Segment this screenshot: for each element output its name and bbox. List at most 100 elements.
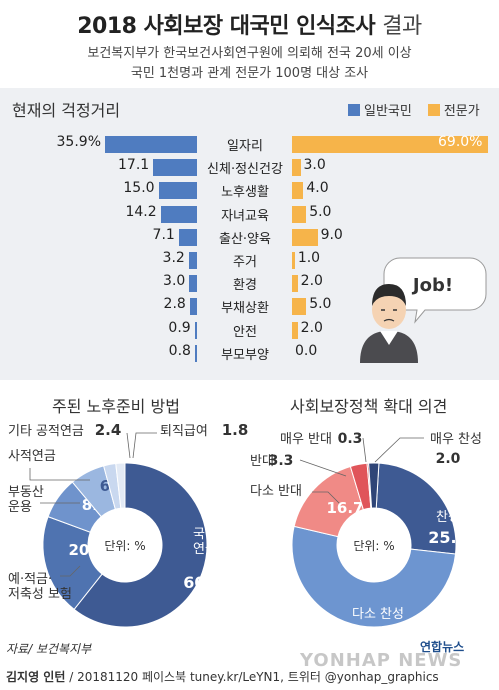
bar-general-label: 15.0 bbox=[123, 180, 155, 197]
worried-person-illustration: Job! bbox=[360, 257, 487, 363]
slice-name: 사적연금 bbox=[8, 449, 56, 464]
category-label: 일자리 bbox=[227, 139, 263, 154]
bar-general-label: 35.9% bbox=[56, 134, 101, 150]
bar-general bbox=[158, 182, 197, 200]
person-mouth bbox=[383, 318, 395, 322]
slice-value: 3.3 bbox=[269, 453, 294, 469]
leader-line bbox=[126, 432, 131, 459]
legend-swatch-general bbox=[348, 103, 360, 116]
title-suffix: 결과 bbox=[382, 14, 422, 39]
category-label: 노후생활 bbox=[221, 185, 269, 201]
footer-info: / 20181120 페이스북 tuney.kr/LeYN1, 트위터 @yon… bbox=[69, 670, 439, 684]
slice-value: 51.9 bbox=[358, 623, 397, 642]
slice-value: 60.7 bbox=[183, 573, 222, 592]
bar-expert-label: 5.0 bbox=[309, 203, 332, 220]
leader-line bbox=[362, 437, 367, 463]
bar-expert-label: 0.0 bbox=[295, 342, 318, 359]
slice-value: 0.3 bbox=[338, 431, 363, 447]
bar-expert-label: 4.0 bbox=[306, 180, 329, 197]
chart-legend: 일반국민 전문가 bbox=[348, 100, 480, 119]
bar-general-label: 2.8 bbox=[163, 296, 186, 313]
bar-expert-label: 3.0 bbox=[303, 157, 326, 174]
legend-swatch-expert bbox=[427, 103, 440, 116]
slice-value: 25.8 bbox=[428, 528, 467, 547]
slice-name: 국민 bbox=[193, 527, 217, 542]
slice-name: 예·적금· bbox=[8, 572, 52, 587]
slice-name: 저축성 보험 bbox=[8, 587, 72, 602]
retirement-prep-title: 주된 노후준비 방법 bbox=[52, 397, 180, 416]
slice-name: 다소 찬성 bbox=[352, 607, 404, 622]
person-hair bbox=[372, 284, 406, 306]
yonhap-logo-text: 연합뉴스 bbox=[420, 640, 465, 654]
footer-credit-line: 김지영 인턴 / 20181120 페이스북 tuney.kr/LeYN1, 트… bbox=[6, 668, 439, 685]
page-title: 2018 사회보장 대국민 인식조사 결과 bbox=[0, 8, 499, 40]
slice-value: 1.8 bbox=[222, 421, 249, 439]
bar-general-label: 14.2 bbox=[125, 203, 157, 220]
bar-general-label: 3.0 bbox=[163, 273, 186, 290]
slice-name: 연금 bbox=[193, 542, 217, 557]
person-body bbox=[360, 331, 418, 363]
slice-value: 16.7 bbox=[326, 499, 363, 517]
yonhap-logo: 연합뉴스 bbox=[420, 638, 464, 655]
bar-general bbox=[153, 159, 197, 177]
category-label: 안전 bbox=[233, 324, 257, 340]
speech-bubble-shape bbox=[383, 257, 487, 324]
category-label: 환경 bbox=[233, 278, 257, 294]
subtitle-line1: 보건복지부가 한국보건사회연구원에 의뢰해 전국 20세 이상 bbox=[87, 46, 412, 61]
leader-line bbox=[29, 468, 90, 481]
pie-slice bbox=[115, 462, 126, 509]
leader-line bbox=[60, 565, 81, 577]
title-main: 2018 사회보장 대국민 인식조사 bbox=[77, 14, 376, 39]
category-label: 주거 bbox=[233, 255, 257, 270]
bar-expert bbox=[292, 228, 318, 246]
slice-name: 기타 공적연금 bbox=[8, 424, 84, 439]
bar-expert-label: 2.0 bbox=[300, 319, 323, 336]
legend-expert: 전문가 bbox=[443, 104, 480, 119]
bar-expert bbox=[292, 252, 295, 269]
bar-expert bbox=[292, 159, 301, 177]
footer-credit: 김지영 인턴 bbox=[6, 670, 66, 684]
category-label: 자녀교육 bbox=[221, 208, 269, 224]
policy-opinion-title: 사회보장정책 확대 의견 bbox=[290, 397, 448, 416]
bar-general bbox=[189, 298, 197, 316]
legend-general: 일반국민 bbox=[364, 104, 412, 119]
bar-expert bbox=[292, 321, 298, 339]
worries-title: 현재의 걱정거리 bbox=[12, 101, 121, 120]
bar-expert-label: 9.0 bbox=[320, 226, 343, 243]
pie-slice bbox=[368, 462, 380, 509]
speech-bubble-text: Job! bbox=[411, 275, 453, 296]
leader-line bbox=[374, 437, 424, 463]
slice-value: 2.0 bbox=[436, 451, 461, 467]
leader-line bbox=[132, 432, 157, 459]
category-label: 부모부양 bbox=[221, 347, 269, 363]
slice-name: 매우 찬성 bbox=[430, 432, 482, 447]
bar-general-label: 3.2 bbox=[162, 250, 185, 266]
bar-expert bbox=[292, 205, 307, 223]
bar-general-label: 7.1 bbox=[152, 226, 175, 243]
bar-general bbox=[194, 344, 197, 362]
unit-label: 단위: % bbox=[353, 539, 394, 553]
leader-line bbox=[312, 491, 341, 505]
category-label: 출산·양육 bbox=[219, 231, 271, 247]
unit-label: 단위: % bbox=[104, 539, 145, 553]
pie-slice bbox=[375, 462, 457, 555]
bar-expert-label: 1.0 bbox=[297, 250, 321, 266]
bar-general-label: 0.8 bbox=[168, 342, 191, 359]
bar-general bbox=[178, 228, 197, 246]
bar-general bbox=[189, 275, 197, 293]
category-label: 신체·정신건강 bbox=[207, 162, 283, 178]
source-note: 자료/ 보건복지부 bbox=[6, 642, 92, 656]
watermark: YONHAP NEWS bbox=[300, 650, 463, 671]
slice-value: 20.0 bbox=[68, 541, 105, 559]
bar-general-label: 17.1 bbox=[118, 157, 150, 174]
bar-general bbox=[188, 252, 197, 269]
bar-general bbox=[194, 321, 197, 339]
bar-expert bbox=[292, 275, 298, 293]
bar-expert bbox=[292, 136, 488, 153]
slice-name: 운용 bbox=[8, 500, 32, 515]
slice-name: 찬성 bbox=[436, 510, 460, 525]
person-face bbox=[372, 291, 406, 329]
slice-value: 2.4 bbox=[95, 421, 122, 439]
